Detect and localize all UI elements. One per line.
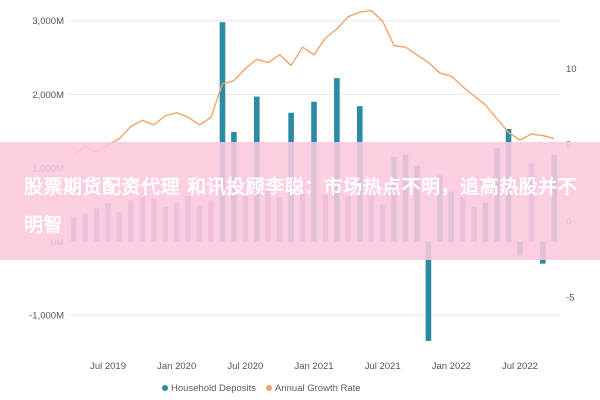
x-axis-tick-5: Jan 2022 [432,361,471,372]
x-axis-tick-6: Jul 2022 [502,361,538,372]
left-axis-tick-4: -1,000M [29,311,64,322]
line-annual-growth-rate [73,9,555,156]
left-axis-tick-1: 2,000M [32,90,64,101]
x-axis-tick-4: Jul 2021 [365,361,401,372]
legend-marker-household-deposits [162,385,168,391]
legend-label-household-deposits: Household Deposits [171,382,257,394]
x-axis-tick-2: Jul 2020 [227,361,263,372]
annual-growth-rate-line [73,9,555,156]
x-axis-tick-3: Jan 2021 [294,361,333,372]
promo-banner [0,142,600,260]
right-axis-tick-3: -5 [566,293,574,304]
legend-label-annual-growth-rate: Annual Growth Rate [275,382,361,394]
bar-household-deposits-13 [219,22,226,242]
x-axis-tick-0: Jul 2019 [90,361,126,372]
legend-marker-annual-growth-rate [266,385,273,391]
chart-legend: Household Deposits Annual Growth Rate [162,380,361,396]
banner-headline: 股票期货配资代理 和讯投顾李聪：市场热点不明，追高热股并不明智 [24,176,578,236]
bar-household-deposits-31 [425,241,432,341]
legend-item-annual-growth-rate: Annual Growth Rate [266,383,361,394]
right-axis-tick-0: 10 [566,64,577,75]
legend-item-household-deposits: Household Deposits [162,383,256,394]
left-axis-tick-0: 3,000M [32,16,64,27]
x-axis-tick-1: Jan 2020 [157,361,196,372]
